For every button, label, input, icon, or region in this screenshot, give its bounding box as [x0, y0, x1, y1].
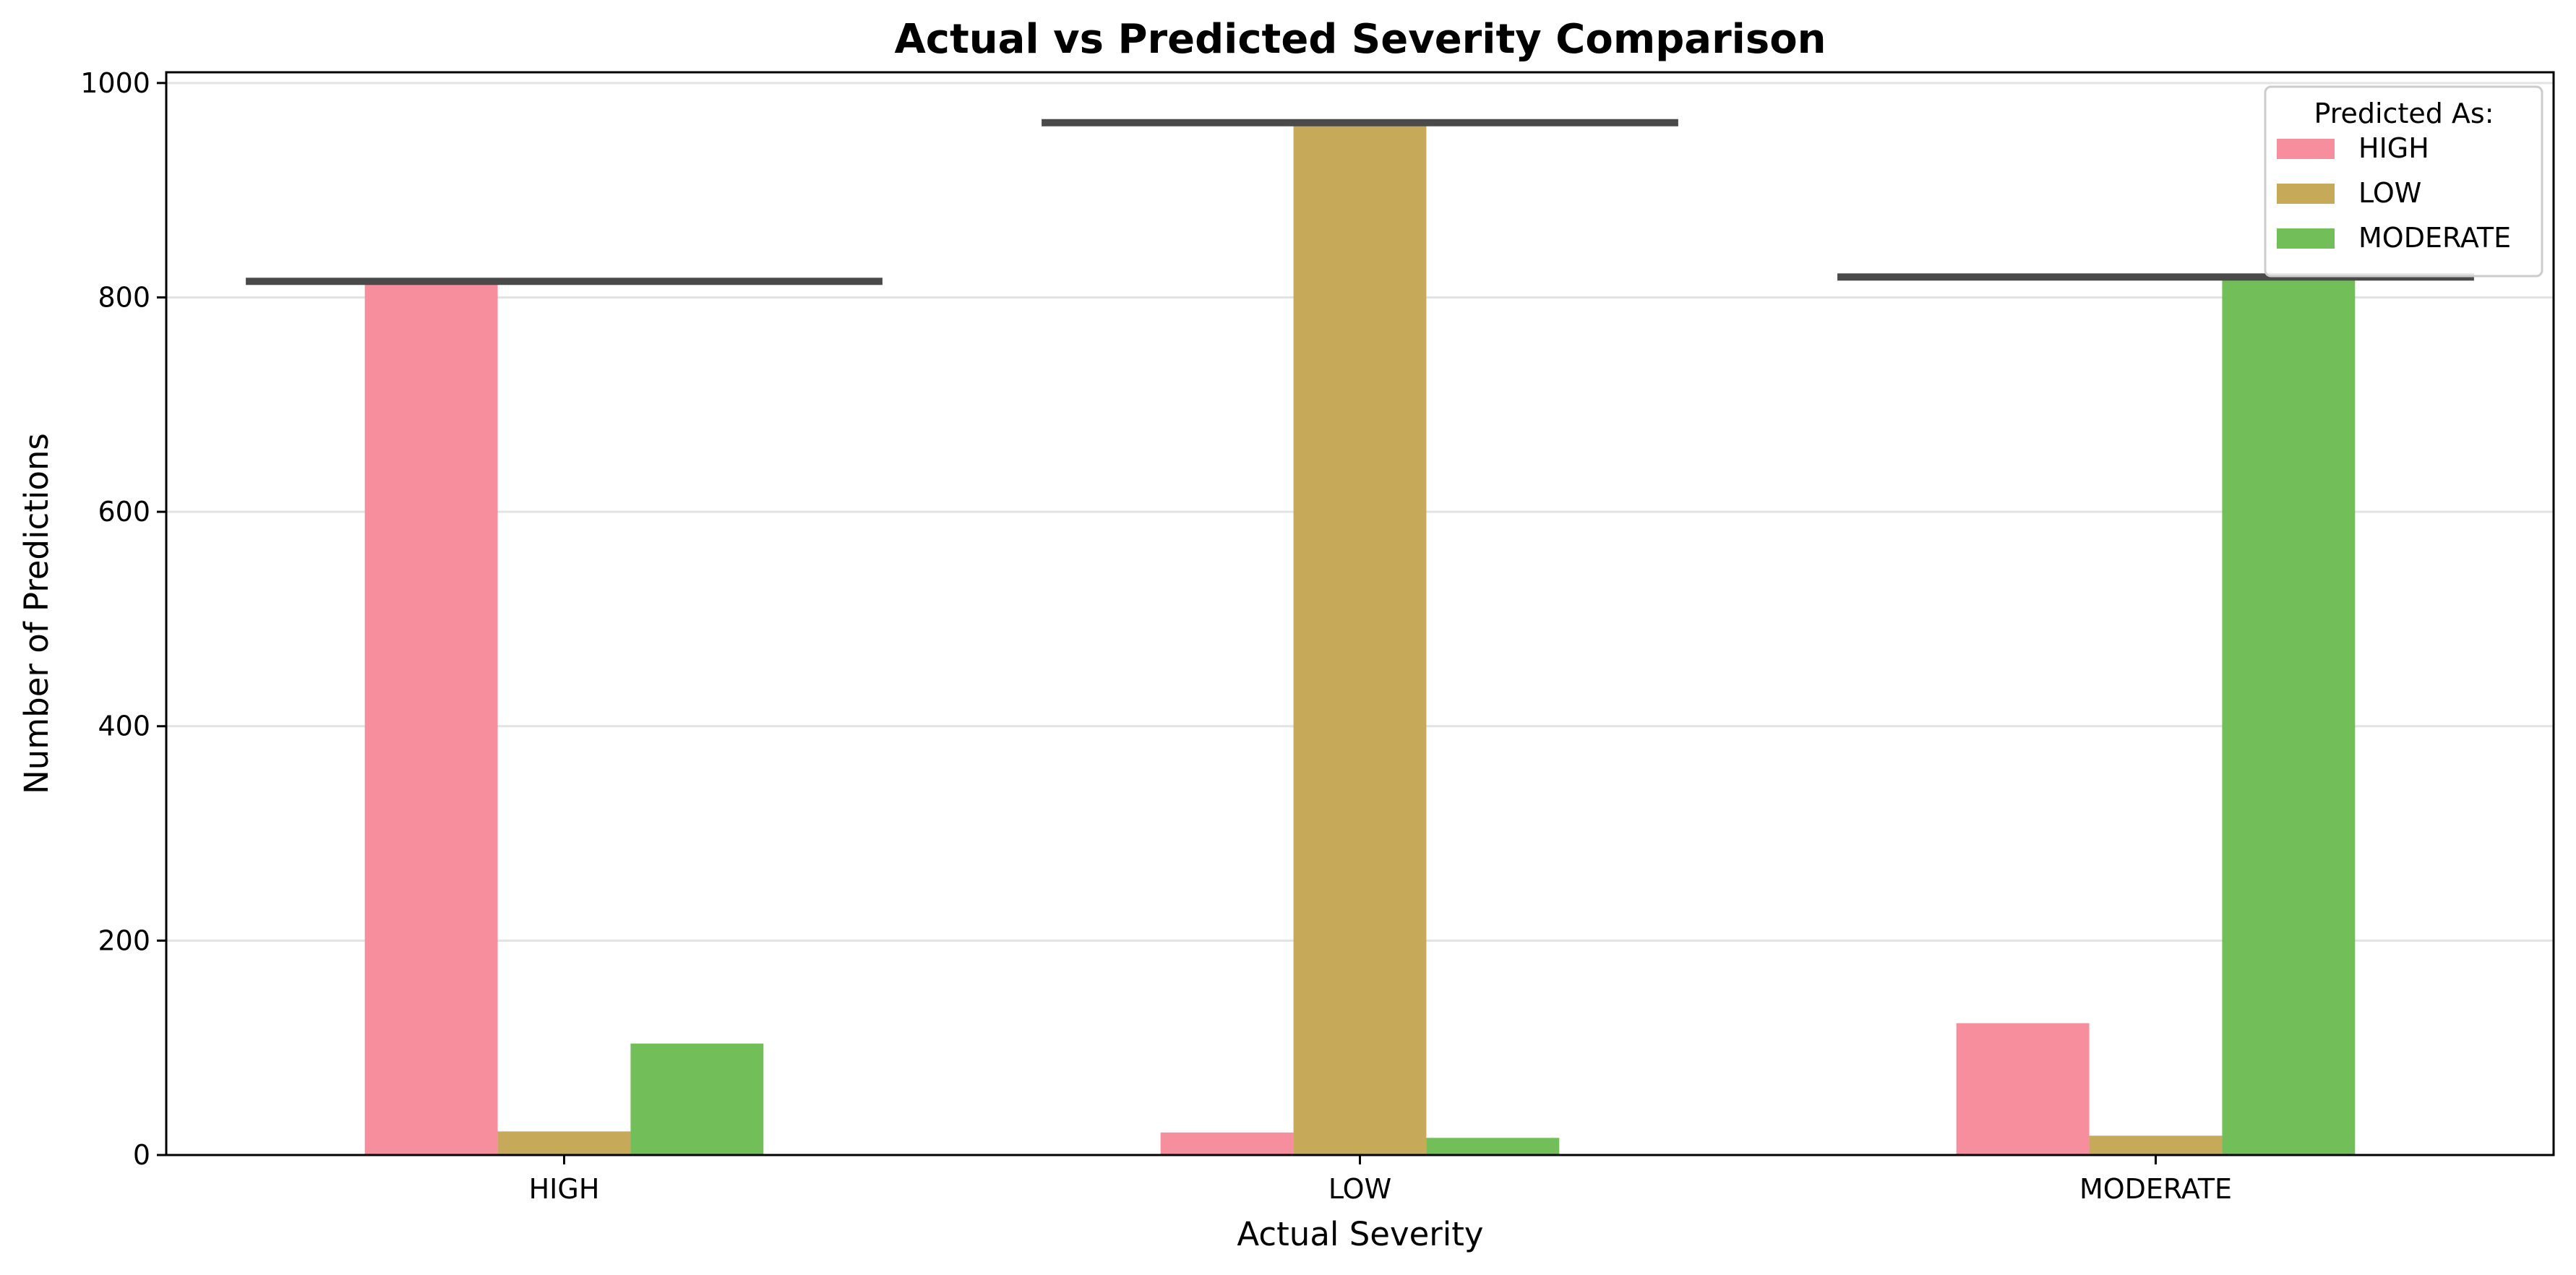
y-tick-label: 800: [98, 281, 150, 313]
y-axis-label: Number of Predictions: [17, 433, 56, 794]
bar-moderate-low: [2089, 1136, 2223, 1155]
y-tick-label: 1000: [80, 67, 150, 99]
legend-swatch-moderate: [2277, 228, 2335, 249]
legend-label-moderate: MODERATE: [2358, 222, 2511, 254]
x-tick-label: HIGH: [529, 1173, 600, 1205]
legend-label-high: HIGH: [2358, 132, 2429, 164]
legend-swatch-high: [2277, 139, 2335, 159]
y-tick-label: 0: [133, 1139, 150, 1171]
bar-high-low: [497, 1131, 631, 1155]
bar-low-low: [1293, 122, 1427, 1156]
y-tick-label: 200: [98, 924, 150, 956]
bar-moderate-high: [1956, 1023, 2090, 1155]
chart-title: Actual vs Predicted Severity Comparison: [894, 16, 1826, 63]
y-axis-ticks: 0 200 400 600 800 1000: [80, 67, 166, 1171]
y-tick-label: 600: [98, 496, 150, 528]
bar-high-high: [364, 281, 498, 1156]
x-tick-label: MODERATE: [2079, 1173, 2232, 1205]
bars: [364, 122, 2356, 1156]
x-axis-label: Actual Severity: [1237, 1215, 1483, 1253]
x-tick-label: LOW: [1328, 1173, 1391, 1205]
x-axis-ticks: HIGH LOW MODERATE: [529, 1155, 2232, 1205]
bar-low-high: [1160, 1132, 1294, 1155]
bar-high-moderate: [630, 1043, 764, 1155]
y-tick-label: 400: [98, 711, 150, 742]
legend-label-low: LOW: [2358, 177, 2421, 209]
legend: Predicted As: HIGH LOW MODERATE: [2264, 85, 2543, 278]
legend-swatch-low: [2277, 184, 2335, 204]
bar-low-moderate: [1426, 1138, 1560, 1155]
bar-moderate-moderate: [2222, 275, 2356, 1155]
legend-title: Predicted As:: [2314, 98, 2494, 129]
